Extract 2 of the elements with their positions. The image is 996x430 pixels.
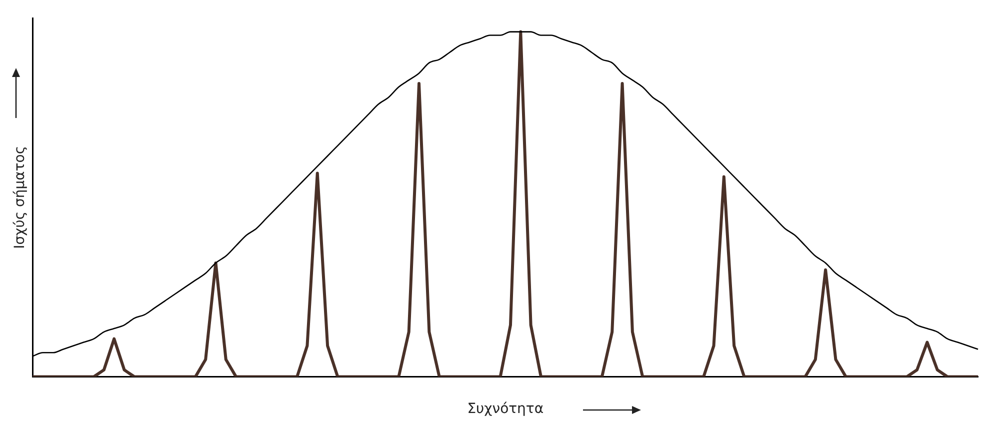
x-axis-title: Συχνότητα — [467, 401, 544, 418]
y-axis-title: Ισχύς σήματος — [12, 146, 28, 249]
